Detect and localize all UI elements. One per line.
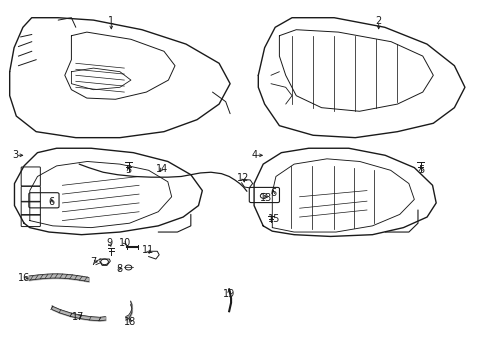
Text: 13: 13 (260, 193, 272, 203)
Text: 1: 1 (108, 16, 114, 26)
Text: 12: 12 (237, 173, 249, 183)
Text: 5: 5 (417, 165, 423, 175)
Text: 3: 3 (12, 150, 19, 160)
Text: 6: 6 (270, 188, 276, 198)
Text: 8: 8 (116, 264, 122, 274)
Text: 7: 7 (90, 257, 97, 267)
Text: 10: 10 (118, 238, 131, 248)
Text: 6: 6 (49, 197, 55, 207)
Text: 19: 19 (223, 289, 235, 298)
Text: 9: 9 (106, 238, 112, 248)
Text: 17: 17 (71, 312, 84, 322)
Text: 14: 14 (156, 164, 168, 174)
Text: 2: 2 (375, 16, 381, 26)
Text: 11: 11 (142, 245, 154, 255)
Text: 4: 4 (251, 150, 258, 160)
Text: 15: 15 (267, 214, 280, 224)
Text: 5: 5 (125, 165, 131, 175)
Text: 18: 18 (124, 317, 136, 327)
Text: 16: 16 (18, 273, 30, 283)
